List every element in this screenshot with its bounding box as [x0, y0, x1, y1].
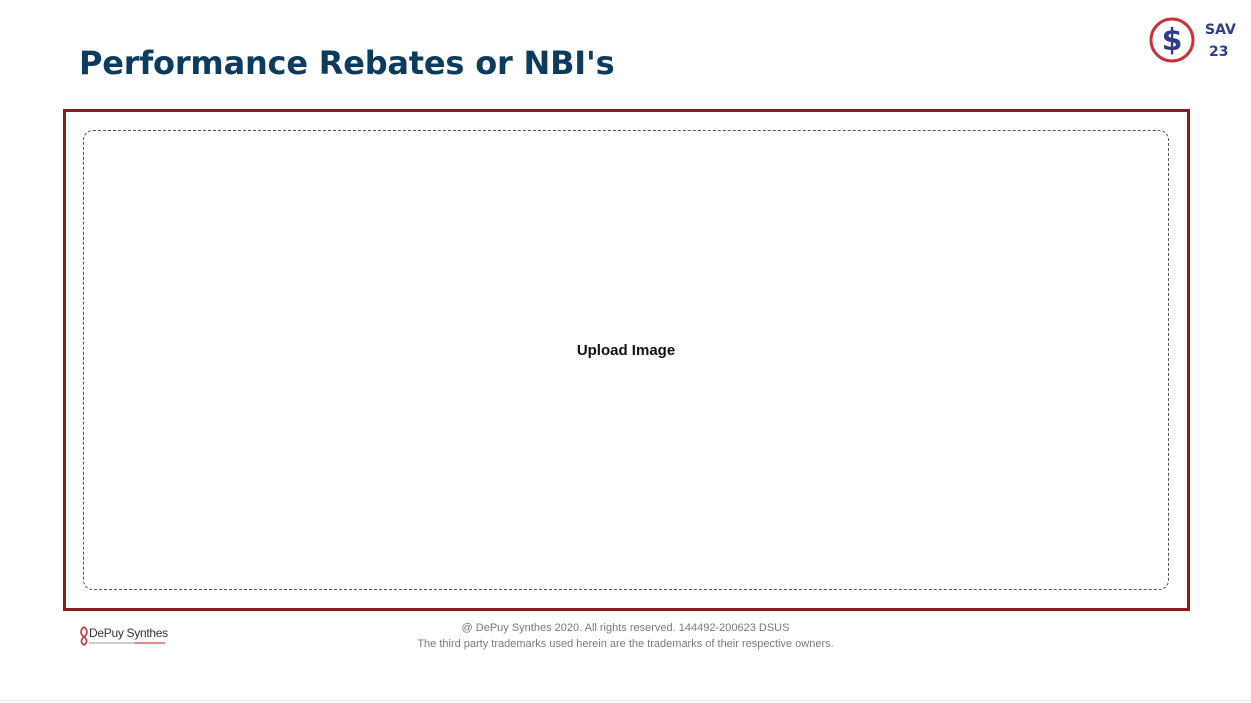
trademark-text: The third party trademarks used herein a… — [417, 638, 834, 650]
sav-badge: $ SAV 23 — [1148, 16, 1244, 66]
upload-image-dropzone[interactable]: Upload Image — [83, 130, 1169, 590]
sav-label: SAV — [1205, 22, 1236, 38]
page-title: Performance Rebates or NBI's — [79, 44, 615, 82]
logo-text: DePuy Synthes — [89, 626, 168, 640]
upload-image-label: Upload Image — [576, 341, 676, 359]
svg-text:$: $ — [1162, 23, 1183, 58]
copyright-text: @ DePuy Synthes 2020. All rights reserve… — [461, 622, 790, 634]
sav-number: 23 — [1209, 44, 1229, 60]
dollar-circle-icon: $ — [1149, 17, 1195, 63]
content-frame: Upload Image — [63, 109, 1190, 611]
logo-subline — [89, 642, 165, 644]
ribbon-icon — [80, 626, 88, 646]
depuy-synthes-logo: DePuy Synthes — [79, 625, 179, 649]
footer-legal: @ DePuy Synthes 2020. All rights reserve… — [300, 620, 951, 652]
bottom-divider — [0, 700, 1251, 701]
